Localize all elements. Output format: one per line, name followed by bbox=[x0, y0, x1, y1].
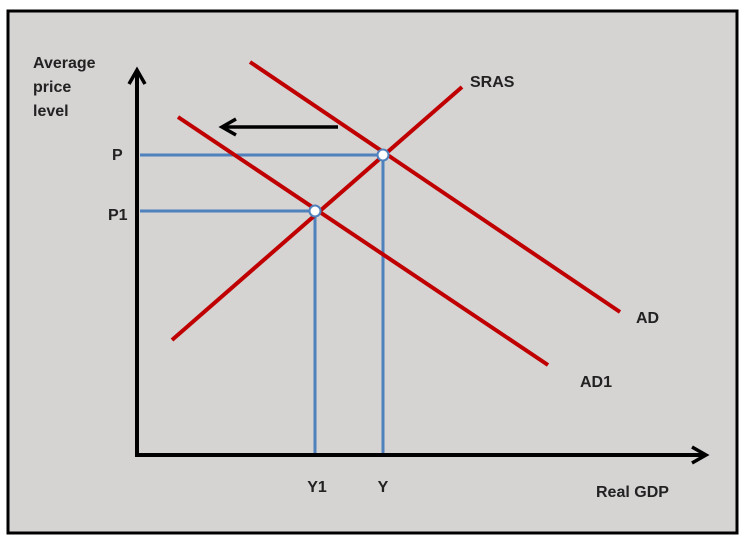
price-label: P1 bbox=[108, 207, 128, 224]
output-label: Y1 bbox=[307, 479, 327, 496]
frame bbox=[6, 9, 739, 535]
curve-label: SRAS bbox=[470, 74, 515, 91]
curve-label: AD1 bbox=[580, 374, 612, 391]
ad-curve bbox=[248, 60, 622, 314]
ad1-curve bbox=[176, 115, 550, 367]
y-axis-label: Average bbox=[33, 55, 96, 72]
equilibrium-point bbox=[308, 204, 322, 218]
equilibrium-point bbox=[376, 148, 390, 162]
y-axis-label: price bbox=[33, 79, 71, 96]
output-label: Y bbox=[378, 479, 389, 496]
y-axis-label: level bbox=[33, 103, 69, 120]
guides bbox=[140, 153, 385, 455]
price-label: P bbox=[112, 147, 123, 164]
x-axis-label: Real GDP bbox=[596, 484, 669, 501]
curve-label: AD bbox=[636, 310, 659, 327]
